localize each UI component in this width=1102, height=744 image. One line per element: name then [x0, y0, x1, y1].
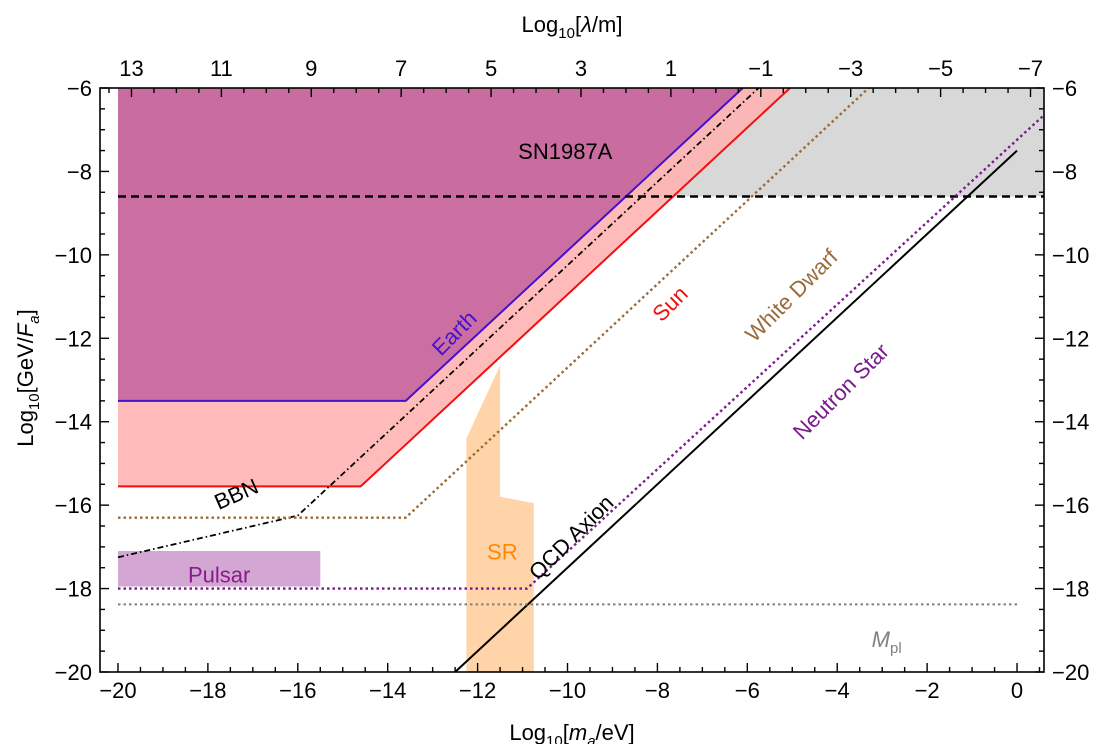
line-bbn	[117, 88, 760, 559]
y-tick-label-right: −10	[1052, 243, 1089, 268]
top-tick-label: 13	[119, 56, 143, 81]
x-axis-title: Log10[ma/eV]	[509, 720, 634, 744]
y-tick-label-right: −20	[1052, 660, 1089, 685]
top-tick-label: −1	[748, 56, 773, 81]
x-tick-label: −12	[459, 678, 496, 703]
x-title-varsub: a	[587, 733, 595, 744]
y-title-mid: [GeV/	[13, 336, 38, 393]
x-title-pre: Log	[509, 720, 546, 744]
line-sun	[118, 88, 791, 488]
line-qcd	[454, 149, 1018, 672]
y-title-pre: Log	[13, 410, 38, 447]
top-tick-label: −3	[838, 56, 863, 81]
label-qcd-axion: QCD Axion	[524, 490, 619, 585]
y-tick-label-left: −16	[55, 493, 92, 518]
x2-title-post: /m]	[592, 12, 623, 37]
y-tick-label-left: −8	[67, 159, 92, 184]
y-tick-label-left: −10	[55, 243, 92, 268]
y-tick-label-left: −18	[55, 577, 92, 602]
x-title-post: /eV]	[596, 720, 635, 744]
x-tick-label: −16	[279, 678, 316, 703]
top-axis-title: Log10[λ/m]	[522, 12, 623, 42]
x-tick-label: −4	[825, 678, 850, 703]
label-neutron-star: Neutron Star	[788, 338, 894, 444]
top-tick-label: −5	[928, 56, 953, 81]
top-tick-label: 1	[665, 56, 677, 81]
label-white-dwarf: White Dwarf	[740, 244, 843, 347]
x2-title-var: λ	[580, 12, 592, 37]
x2-title-sub: 10	[558, 25, 575, 42]
line-earth	[118, 88, 744, 402]
line-white-dwarf	[118, 88, 870, 519]
y-tick-label-left: −12	[55, 326, 92, 351]
top-tick-label: 3	[575, 56, 587, 81]
top-tick-label: 5	[485, 56, 497, 81]
x-title-var: m	[569, 720, 587, 744]
label-pulsar: Pulsar	[188, 562, 250, 587]
top-tick-label: 9	[305, 56, 317, 81]
y-tick-label-left: −6	[67, 76, 92, 101]
y-title-post: ]	[13, 309, 38, 315]
y-tick-label-right: −16	[1052, 493, 1089, 518]
line-neutron-star	[118, 114, 1044, 590]
y-tick-label-left: −20	[55, 660, 92, 685]
x-tick-label: −20	[99, 678, 136, 703]
region-sr	[466, 365, 534, 672]
x-tick-label: −6	[735, 678, 760, 703]
tick-layer	[100, 87, 1044, 673]
y-tick-label-right: −6	[1052, 76, 1077, 101]
x2-title-mid: [	[575, 12, 581, 37]
x-tick-label: 0	[1011, 678, 1023, 703]
label-sun: Sun	[647, 281, 692, 326]
y-tick-label-right: −14	[1052, 410, 1089, 435]
region-layer	[118, 88, 1044, 672]
x-tick-label: −10	[549, 678, 586, 703]
region-pulsar	[118, 551, 321, 587]
y-title-var: F	[13, 322, 38, 337]
x-tick-label: −8	[645, 678, 670, 703]
y-tick-label-left: −14	[55, 410, 92, 435]
region-earth	[118, 88, 743, 401]
x2-title-pre: Log	[522, 12, 559, 37]
y-tick-label-right: −8	[1052, 159, 1077, 184]
label-sn1987a: SN1987A	[518, 139, 613, 164]
top-tick-label: 11	[210, 56, 233, 81]
y-tick-label-right: −18	[1052, 577, 1089, 602]
top-tick-label: 7	[395, 56, 407, 81]
y-title-varsub: a	[26, 315, 43, 323]
y-axis-title: Log10[GeV/Fa]	[13, 309, 43, 447]
label-sr: SR	[487, 539, 518, 564]
y-tick-label-right: −12	[1052, 326, 1089, 351]
tick-label-layer: −20 −18 −16 −14 −12 −10 −8 −6 −4 −2 0−20 −20−18 −18−…	[55, 56, 1090, 703]
label-mpl: Mpl	[872, 627, 902, 657]
line-layer	[117, 88, 1044, 672]
x-title-mid: [	[563, 720, 569, 744]
x-tick-label: −18	[189, 678, 226, 703]
x-tick-label: −2	[915, 678, 940, 703]
x-title-sub: 10	[546, 733, 563, 744]
x-tick-label: −14	[369, 678, 406, 703]
y-title-sub: 10	[26, 393, 43, 410]
top-tick-label: −7	[1018, 56, 1043, 81]
